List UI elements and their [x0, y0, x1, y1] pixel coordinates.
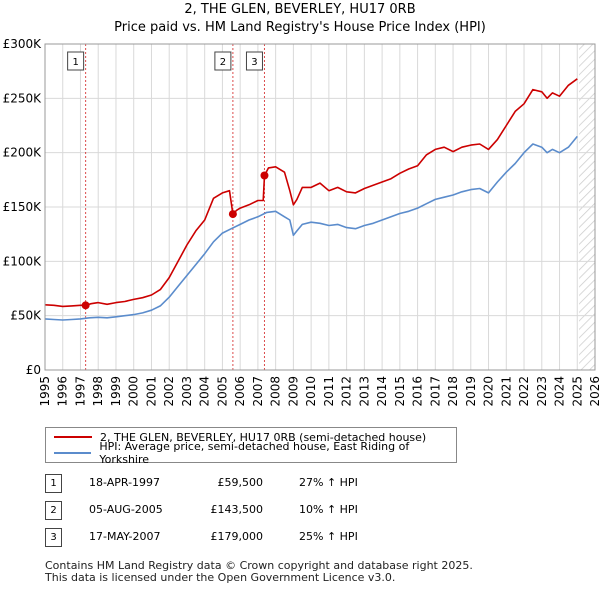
x-tick-label: 1997: [73, 376, 87, 407]
y-tick-label: £200K: [3, 146, 43, 160]
sale-point: [260, 171, 269, 180]
sale-point: [81, 301, 90, 310]
sale-date: 05-AUG-2005: [89, 503, 163, 516]
x-tick-label: 2011: [322, 376, 336, 407]
x-tick-label: 2017: [428, 376, 442, 407]
sale-marker-label: 2: [220, 57, 226, 68]
plot-frame: [44, 43, 596, 371]
x-tick-label: 2000: [127, 376, 141, 407]
x-tick-label: 2006: [233, 376, 247, 407]
property-price-line: [44, 78, 578, 308]
footer-license: This data is licensed under the Open Gov…: [45, 571, 396, 584]
y-tick-label: £100K: [3, 254, 43, 268]
chart-title: 2, THE GLEN, BEVERLEY, HU17 0RB: [184, 2, 416, 17]
sale-hpi-change: 25% ↑ HPI: [299, 530, 358, 543]
x-tick-label: 2002: [162, 376, 176, 407]
footer-copyright: Contains HM Land Registry data © Crown c…: [45, 559, 473, 572]
x-tick-label: 2025: [570, 376, 584, 407]
x-tick-label: 2003: [180, 376, 194, 407]
y-tick-label: £0: [26, 363, 41, 377]
x-tick-label: 2013: [357, 376, 371, 407]
sale-date: 18-APR-1997: [89, 476, 161, 489]
sale-row: 3 17-MAY-2007 £179,000 25% ↑ HPI: [45, 528, 465, 555]
x-tick-label: 2010: [304, 376, 318, 407]
hpi-line: [44, 135, 578, 321]
sale-row: 2 05-AUG-2005 £143,500 10% ↑ HPI: [45, 501, 465, 528]
x-tick-label: 2001: [144, 376, 158, 407]
x-tick-label: 2023: [535, 376, 549, 407]
chart-subtitle: Price paid vs. HM Land Registry's House …: [114, 20, 486, 35]
sale-number-badge: 2: [45, 501, 62, 520]
x-tick-label: 2021: [499, 376, 513, 407]
legend-item-hpi: HPI: Average price, semi-detached house,…: [54, 440, 456, 466]
footer: Contains HM Land Registry data © Crown c…: [45, 560, 473, 584]
sale-marker-badge: [214, 51, 232, 71]
y-tick-label: £150K: [3, 200, 43, 214]
sale-number-badge: 3: [45, 528, 62, 547]
legend: 2, THE GLEN, BEVERLEY, HU17 0RB (semi-de…: [45, 427, 457, 466]
x-tick-label: 2015: [393, 376, 407, 407]
sale-number-badge: 1: [45, 474, 62, 493]
legend-swatch-property: [54, 436, 92, 438]
x-tick-label: 2024: [553, 376, 567, 407]
y-tick-label: £250K: [3, 91, 43, 105]
x-tick-label: 2022: [517, 376, 531, 407]
sale-hpi-change: 10% ↑ HPI: [299, 503, 358, 516]
sale-marker-label: 1: [72, 57, 78, 68]
legend-item-property: 2, THE GLEN, BEVERLEY, HU17 0RB (semi-de…: [54, 429, 426, 445]
sale-hpi-change: 27% ↑ HPI: [299, 476, 358, 489]
x-tick-label: 2016: [411, 376, 425, 407]
x-tick-label: 2009: [286, 376, 300, 407]
x-tick-label: 2020: [482, 376, 496, 407]
y-tick-label: £50K: [10, 309, 42, 323]
x-tick-label: 2018: [446, 376, 460, 407]
y-tick-label: £300K: [3, 37, 43, 51]
sale-price: £59,500: [217, 476, 264, 489]
x-tick-label: 2007: [251, 376, 265, 407]
x-tick-label: 2008: [269, 376, 283, 407]
sale-date: 17-MAY-2007: [89, 530, 161, 543]
legend-swatch-hpi: [54, 452, 92, 454]
x-tick-label: 1996: [56, 376, 70, 407]
x-tick-label: 2014: [375, 376, 389, 407]
x-tick-label: 2012: [340, 376, 354, 407]
x-tick-label: 1995: [38, 376, 52, 407]
sale-row: 1 18-APR-1997 £59,500 27% ↑ HPI: [45, 474, 465, 501]
sale-marker-badge: [67, 51, 85, 71]
sale-point: [228, 210, 237, 219]
x-tick-label: 2004: [198, 376, 212, 407]
x-tick-label: 1998: [91, 376, 105, 407]
x-tick-label: 2019: [464, 376, 478, 407]
sales-table: 1 18-APR-1997 £59,500 27% ↑ HPI 2 05-AUG…: [45, 474, 465, 555]
x-tick-label: 1999: [109, 376, 123, 407]
sale-marker-badge: [245, 51, 263, 71]
legend-label-hpi: HPI: Average price, semi-detached house,…: [99, 440, 410, 466]
sale-marker-label: 3: [251, 57, 257, 68]
sale-price: £143,500: [210, 503, 264, 516]
x-tick-label: 2026: [588, 376, 600, 407]
x-tick-label: 2005: [215, 376, 229, 407]
sale-price: £179,000: [210, 530, 264, 543]
legend-label-property: 2, THE GLEN, BEVERLEY, HU17 0RB (semi-de…: [100, 430, 427, 444]
